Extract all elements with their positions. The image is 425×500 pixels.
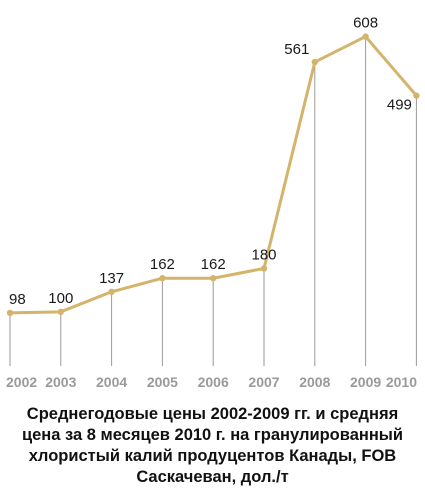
value-label-2004: 137 <box>99 270 124 287</box>
value-label-2007: 180 <box>251 246 276 263</box>
x-tick-label-2005: 2005 <box>147 374 178 390</box>
x-tick-label-2004: 2004 <box>96 374 127 390</box>
value-label-2006: 162 <box>201 256 226 273</box>
data-point-2006 <box>210 275 217 282</box>
x-tick-label-2008: 2008 <box>299 374 330 390</box>
value-label-2002: 98 <box>9 291 26 308</box>
data-point-2002 <box>6 309 14 317</box>
x-tick-label-2003: 2003 <box>45 374 76 390</box>
x-tick-label-2002: 2002 <box>6 374 37 390</box>
data-point-2009 <box>362 33 369 40</box>
data-point-2010 <box>413 92 420 99</box>
data-point-2004 <box>108 288 115 295</box>
data-point-2008 <box>311 58 318 66</box>
value-label-2009: 608 <box>353 15 378 32</box>
x-tick-label-2007: 2007 <box>248 374 279 390</box>
x-tick-label-2006: 2006 <box>198 374 229 390</box>
value-label-2008: 561 <box>284 41 309 58</box>
caption-line-2: цена за 8 месяцев 2010 г. на гранулирова… <box>21 426 404 444</box>
caption-line-3: хлористый калий продуцентов Канады, FOB <box>28 447 397 465</box>
chart-caption: Среднегодовые цены 2002-2009 гг. и средн… <box>0 404 425 488</box>
value-label-2003: 100 <box>48 290 73 307</box>
value-label-2010: 499 <box>387 97 412 114</box>
x-tick-label-2009: 2009 <box>350 374 381 390</box>
data-point-2005 <box>159 275 166 282</box>
caption-line-4: Саскачеван, дол./т <box>136 468 289 486</box>
data-point-2003 <box>57 308 64 316</box>
x-tick-label-2010: 2010 <box>386 374 417 390</box>
value-label-2005: 162 <box>150 256 175 273</box>
line-chart: 98 100 137 162 162 180 561 608 499 2002 2003 2004 20… <box>6 15 420 390</box>
caption-line-1: Среднегодовые цены 2002-2009 гг. и средн… <box>26 405 399 423</box>
data-point-2007 <box>260 265 268 272</box>
